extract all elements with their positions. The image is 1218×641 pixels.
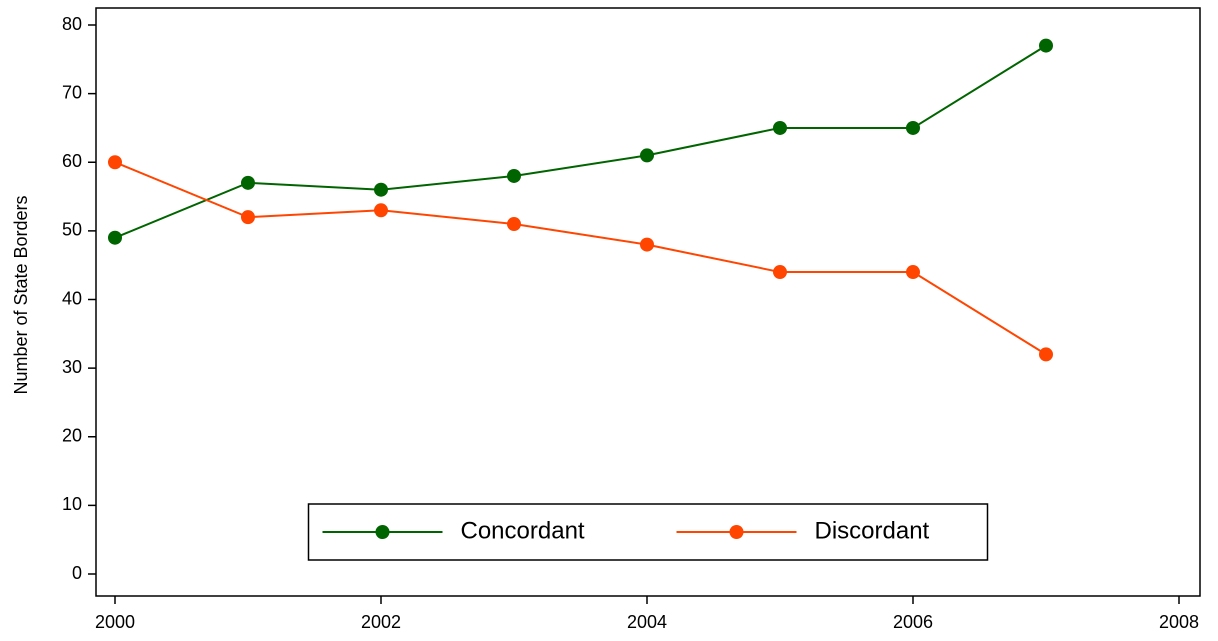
data-point: [773, 265, 787, 280]
x-tick-label: 2008: [1159, 612, 1199, 632]
y-tick-label: 30: [62, 357, 82, 377]
y-tick-label: 0: [72, 563, 82, 583]
data-point: [108, 230, 122, 245]
data-point: [374, 203, 388, 218]
data-point: [1039, 38, 1053, 53]
data-point: [906, 265, 920, 280]
data-point: [374, 182, 388, 197]
legend-label: Discordant: [815, 517, 930, 544]
data-point: [640, 148, 654, 163]
legend-label: Concordant: [461, 517, 585, 544]
data-point: [241, 210, 255, 225]
legend-marker: [729, 525, 744, 539]
y-axis-label: Number of State Borders: [11, 195, 31, 394]
data-point: [773, 120, 787, 135]
data-point: [507, 168, 521, 183]
y-tick-label: 50: [62, 220, 82, 240]
series-line: [114, 161, 1047, 356]
y-tick-label: 60: [62, 151, 82, 171]
x-tick-label: 2004: [627, 612, 667, 632]
y-tick-label: 10: [62, 494, 82, 514]
y-tick-label: 80: [62, 14, 82, 34]
data-point: [1039, 347, 1053, 362]
y-tick-label: 40: [62, 288, 82, 308]
x-tick-label: 2000: [95, 612, 135, 632]
series-line: [114, 44, 1047, 239]
data-point: [507, 217, 521, 232]
data-point: [108, 155, 122, 170]
x-tick-label: 2002: [361, 612, 401, 632]
y-tick-label: 20: [62, 426, 82, 446]
data-point: [241, 175, 255, 190]
y-tick-label: 70: [62, 82, 82, 102]
plot-frame: [95, 7, 1201, 597]
data-point: [640, 237, 654, 252]
data-point: [906, 120, 920, 135]
legend-marker: [375, 525, 390, 539]
x-tick-label: 2006: [893, 612, 933, 632]
